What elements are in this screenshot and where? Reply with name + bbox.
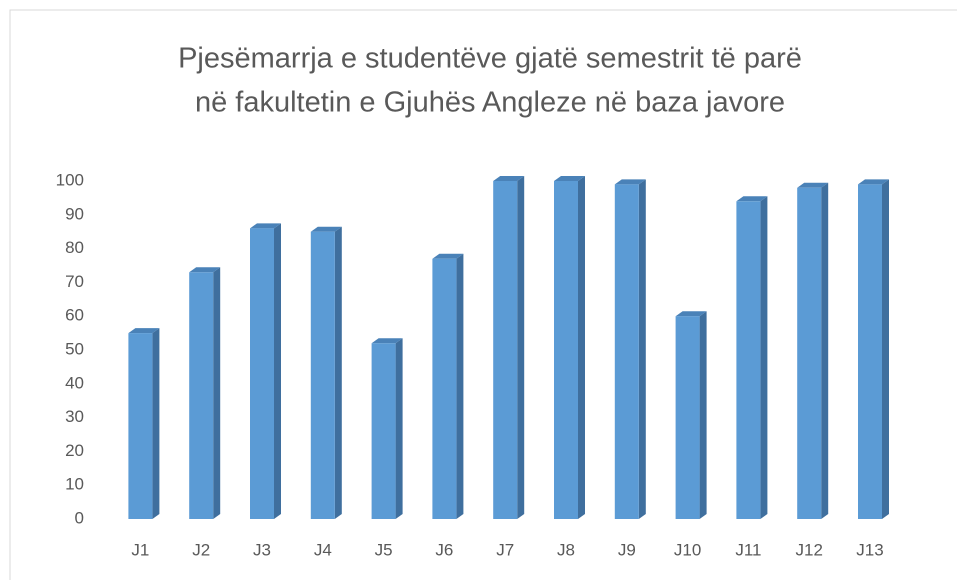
y-tick-label: 20 (65, 441, 84, 460)
bar-side (699, 311, 707, 519)
y-tick-label: 50 (65, 339, 84, 358)
bar-side (760, 196, 768, 519)
bar (250, 228, 274, 519)
x-tick-label: J13 (856, 540, 883, 559)
x-tick-label: J4 (314, 540, 332, 559)
bar-top (554, 176, 585, 181)
bar (432, 258, 457, 519)
x-tick-label: J1 (131, 540, 149, 559)
bar-side (456, 253, 464, 520)
bar-top (614, 179, 646, 185)
x-tick-label: J8 (557, 540, 575, 559)
x-tick-label: J10 (674, 540, 701, 559)
bar-side (152, 328, 160, 519)
bar-side (638, 179, 646, 519)
bar-top (432, 253, 464, 259)
bar-side (334, 226, 342, 519)
bar (371, 343, 396, 519)
bar-side (274, 223, 281, 519)
bar-side (395, 338, 403, 519)
bar (614, 184, 639, 519)
y-tick-label: 70 (65, 272, 84, 291)
bar-top (310, 226, 342, 232)
bar-top (371, 338, 403, 344)
y-tick-label: 40 (65, 373, 84, 392)
bar-side (821, 182, 829, 519)
y-tick-label: 0 (75, 508, 84, 527)
y-tick-label: 100 (56, 170, 84, 189)
y-tick-label: 90 (65, 204, 84, 223)
bar (797, 187, 822, 519)
x-tick-label: J6 (435, 540, 453, 559)
bar-side (882, 179, 889, 519)
bar-top (675, 311, 707, 317)
chart-title: Pjesëmarrja e studentëve gjatë semestrit… (178, 43, 802, 75)
x-tick-label: J11 (735, 540, 761, 559)
bar-top (858, 179, 889, 185)
bar (675, 316, 700, 519)
chart-title: në fakultetin e Gjuhës Angleze në baza j… (195, 87, 785, 119)
y-tick-label: 10 (65, 475, 84, 494)
y-tick-label: 30 (65, 407, 84, 426)
x-tick-label: J3 (253, 540, 271, 559)
bar-top (736, 196, 768, 202)
bar (189, 272, 214, 519)
bar-top (250, 223, 281, 229)
bar-top (493, 176, 525, 181)
bar-side (517, 176, 525, 519)
x-tick-label: J5 (375, 540, 393, 559)
y-tick-label: 60 (65, 306, 84, 325)
bar-top (797, 182, 829, 188)
y-tick-label: 80 (65, 238, 84, 257)
x-tick-label: J2 (192, 540, 210, 559)
bar (128, 333, 153, 519)
bar-side (213, 267, 221, 519)
x-tick-label: J9 (618, 540, 636, 559)
bar-top (128, 328, 160, 334)
bar-top (189, 267, 221, 273)
x-tick-label: J12 (795, 540, 822, 559)
bar (554, 181, 578, 519)
bar (310, 231, 335, 519)
bar (493, 181, 518, 519)
bar-side (578, 176, 585, 519)
bar (736, 201, 761, 519)
x-tick-label: J7 (496, 540, 514, 559)
bar (858, 184, 882, 519)
